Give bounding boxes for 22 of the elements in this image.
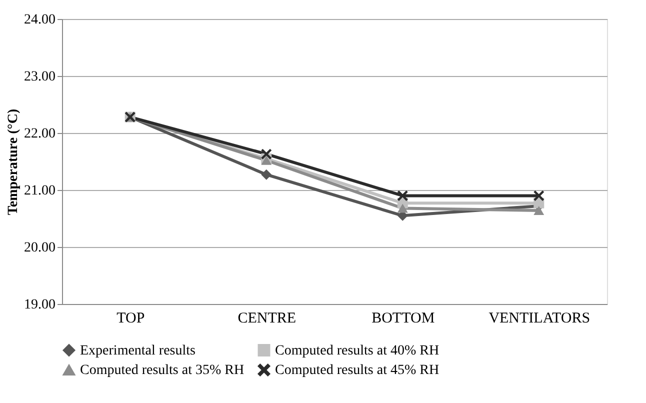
y-tick-label: 20.00 [24, 240, 56, 256]
legend-label: Computed results at 45% RH [275, 363, 440, 378]
point [261, 169, 272, 180]
x-tick-label: TOP [116, 310, 145, 326]
y-axis-title: Temperature (°C) [6, 108, 21, 216]
legend-label: Experimental results [80, 343, 196, 358]
x-tick-label: BOTTOM [372, 310, 435, 326]
x-tick-label: CENTRE [238, 310, 296, 326]
y-tick-label: 21.00 [24, 184, 56, 198]
y-tick-label: 22.00 [24, 126, 56, 142]
y-tick-label: 23.00 [24, 70, 56, 84]
x-tick-label: VENTILATORS [488, 310, 590, 326]
point [261, 156, 272, 165]
point [397, 190, 408, 201]
y-tick-label: 24.00 [24, 12, 56, 28]
y-tick-label: 19.00 [24, 298, 56, 312]
legend-label: Computed results at 40% RH [275, 343, 440, 358]
point [261, 148, 272, 160]
point [397, 204, 408, 213]
point [534, 206, 544, 216]
point [534, 190, 544, 201]
legend-label: Computed results at 35% RH [80, 363, 244, 378]
